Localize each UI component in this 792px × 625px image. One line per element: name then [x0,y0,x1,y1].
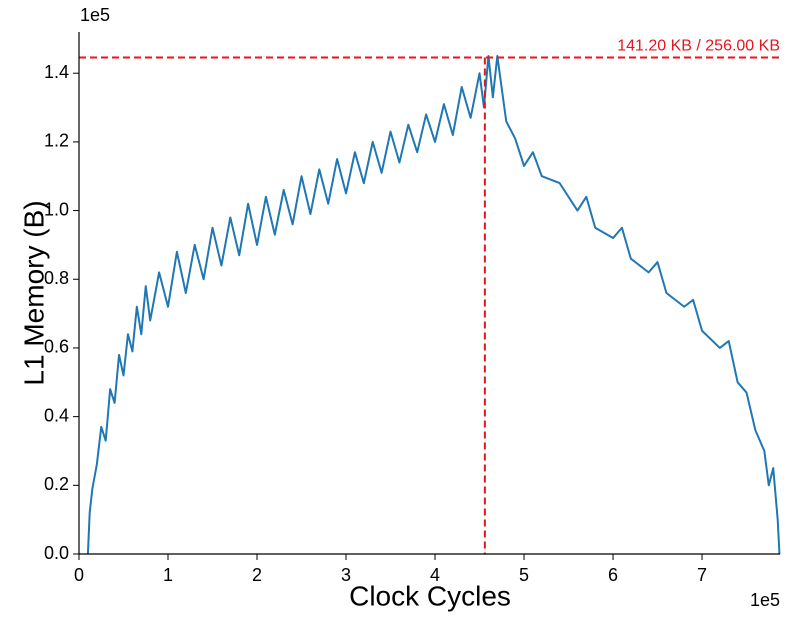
y-tick-label: 0.0 [44,543,69,563]
x-axis-title: Clock Cycles [349,580,511,611]
y-axis-title: L1 Memory (B) [18,200,49,385]
x-tick-label: 3 [341,565,351,585]
data-line [86,55,781,555]
y-tick-label: 0.2 [44,474,69,494]
y-tick-label: 0.4 [44,405,69,425]
x-tick-label: 6 [608,565,618,585]
y-tick-label: 1.0 [44,199,69,219]
x-tick-label: 7 [697,565,707,585]
x-tick-label: 5 [519,565,529,585]
peak-annotation: 141.20 KB / 256.00 KB [617,38,780,55]
y-offset-label: 1e5 [80,5,110,25]
y-tick-label: 1.2 [44,131,69,151]
x-tick-label: 0 [74,565,84,585]
y-tick-label: 0.6 [44,337,69,357]
x-tick-label: 1 [163,565,173,585]
x-tick-label: 4 [430,565,440,585]
x-offset-label: 1e5 [750,590,780,610]
y-tick-label: 0.8 [44,268,69,288]
x-tick-label: 2 [252,565,262,585]
y-tick-label: 1.4 [44,62,69,82]
